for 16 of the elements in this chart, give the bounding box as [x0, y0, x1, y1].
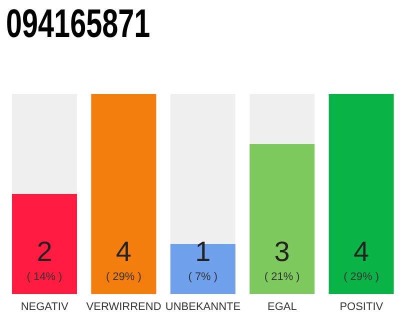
data-label: 4	[116, 236, 132, 267]
x-tick-label: UNBEKANNTE	[165, 300, 241, 313]
data-label: 2	[36, 236, 52, 267]
annotation: ( 7% )	[188, 271, 218, 283]
x-tick-label: POSITIV	[340, 300, 384, 313]
annotation: ( 21% )	[264, 271, 300, 283]
data-label: 1	[195, 236, 211, 267]
x-tick-label: NEGATIV	[20, 300, 69, 313]
data-label: 3	[274, 236, 290, 267]
data-label: 4	[354, 236, 370, 267]
annotation: ( 14% )	[26, 271, 62, 283]
x-tick-label: VERWIRREND	[86, 300, 162, 313]
annotation: ( 29% )	[344, 271, 380, 283]
x-tick-label: EGAL	[268, 300, 297, 313]
annotation: ( 29% )	[106, 271, 142, 283]
chart-title: 094165871	[6, 1, 150, 48]
